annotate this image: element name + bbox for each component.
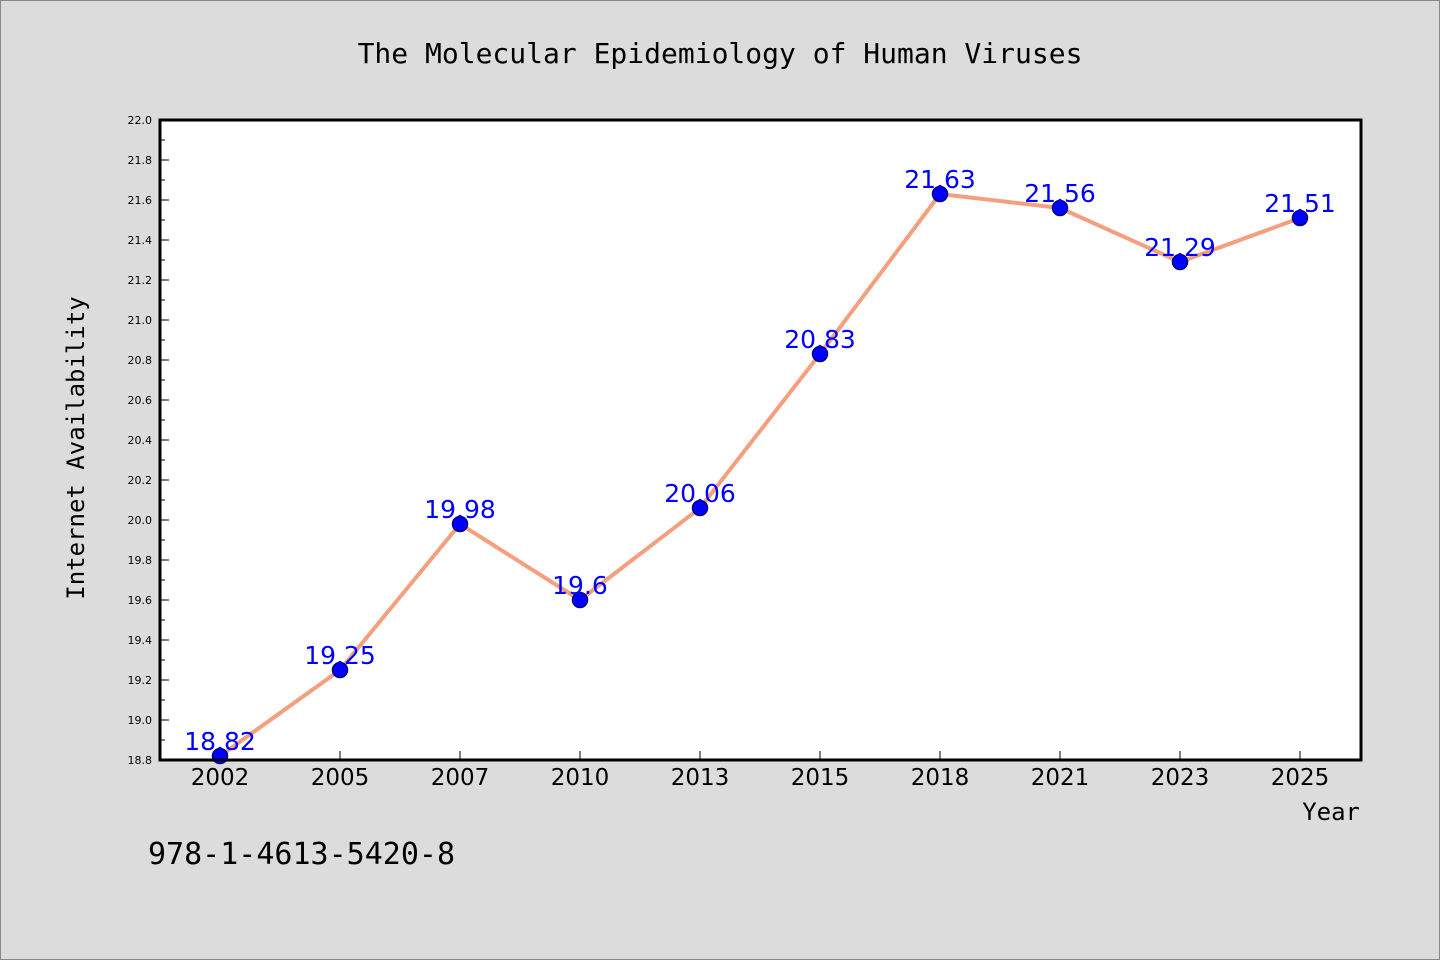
y-tick-label: 22.0 — [128, 114, 153, 127]
x-tick-label: 2023 — [1151, 765, 1210, 791]
x-tick-label: 2018 — [911, 765, 970, 791]
y-tick-label: 18.8 — [128, 754, 153, 767]
x-tick-label: 2002 — [191, 765, 250, 791]
data-label: 20.83 — [784, 325, 856, 354]
data-point — [331, 661, 349, 679]
y-tick-label: 20.8 — [128, 354, 153, 367]
y-tick-label: 19.4 — [128, 634, 153, 647]
y-tick-label: 21.8 — [128, 154, 153, 167]
x-tick-label: 2021 — [1031, 765, 1090, 791]
y-tick-label: 20.6 — [128, 394, 153, 407]
plot-area — [160, 120, 1361, 760]
data-point — [931, 185, 949, 203]
data-label: 19.98 — [424, 495, 496, 524]
y-tick-label: 21.4 — [128, 234, 153, 247]
data-label: 21.63 — [904, 165, 976, 194]
chart-title: The Molecular Epidemiology of Human Viru… — [358, 37, 1083, 70]
data-label: 21.56 — [1024, 179, 1096, 208]
data-label: 19.6 — [552, 571, 608, 600]
y-tick-label: 21.2 — [128, 274, 153, 287]
data-label: 20.06 — [664, 479, 736, 508]
y-axis-label: Internet Availability — [62, 296, 90, 599]
data-point — [1171, 253, 1189, 271]
x-axis: 2002 2005 2007 2010 2013 2015 2018 2021 2023 2025 — [191, 751, 1330, 791]
x-tick-label: 2007 — [431, 765, 490, 791]
data-label: 18.82 — [184, 727, 256, 756]
data-labels: 18.82 19.25 19.98 19.6 20.06 20.83 21.63 21.56 2… — [184, 165, 1336, 756]
y-tick-label: 20.2 — [128, 474, 153, 487]
data-label: 21.29 — [1144, 233, 1216, 262]
data-point — [811, 345, 829, 363]
x-tick-label: 2005 — [311, 765, 370, 791]
y-tick-label: 19.2 — [128, 674, 153, 687]
data-label: 21.51 — [1264, 189, 1336, 218]
data-point — [691, 499, 709, 517]
x-axis-label: Year — [1302, 798, 1360, 826]
x-tick-label: 2010 — [551, 765, 610, 791]
data-point — [1291, 209, 1309, 227]
data-label: 19.25 — [304, 641, 376, 670]
y-tick-label: 20.4 — [128, 434, 153, 447]
data-point — [571, 591, 589, 609]
y-tick-label: 19.6 — [128, 594, 153, 607]
plot-border — [158, 118, 1363, 762]
x-tick-label: 2025 — [1271, 765, 1330, 791]
data-point — [1051, 199, 1069, 217]
x-tick-label: 2015 — [791, 765, 850, 791]
series-markers — [211, 185, 1309, 765]
y-tick-label: 20.0 — [128, 514, 153, 527]
y-tick-label: 21.0 — [128, 314, 153, 327]
series-line — [218, 192, 1301, 758]
x-tick-label: 2013 — [671, 765, 730, 791]
data-point — [451, 515, 469, 533]
y-tick-label: 19.0 — [128, 714, 153, 727]
isbn-caption: 978-1-4613-5420-8 — [148, 837, 455, 872]
y-tick-label: 19.8 — [128, 554, 153, 567]
y-tick-label: 21.6 — [128, 194, 153, 207]
